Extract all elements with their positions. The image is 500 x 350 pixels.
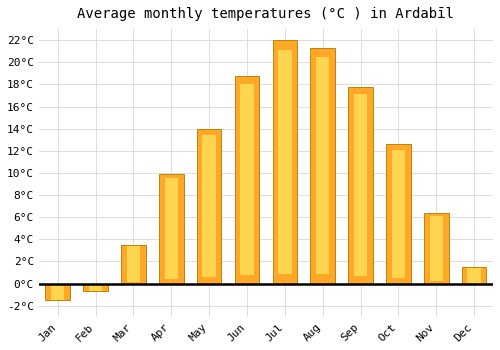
- Bar: [430, 216, 443, 281]
- Bar: [354, 94, 368, 276]
- Bar: [159, 174, 184, 284]
- Bar: [121, 245, 146, 284]
- Bar: [46, 284, 70, 300]
- Bar: [202, 135, 216, 278]
- Bar: [234, 76, 260, 284]
- Title: Average monthly temperatures (°C ) in Ardabīl: Average monthly temperatures (°C ) in Ar…: [78, 7, 454, 21]
- Bar: [392, 150, 405, 278]
- Bar: [278, 50, 291, 274]
- Bar: [462, 267, 486, 284]
- Bar: [240, 84, 254, 275]
- Bar: [164, 178, 178, 279]
- Bar: [51, 285, 64, 300]
- Bar: [272, 40, 297, 284]
- Bar: [89, 284, 102, 291]
- Bar: [126, 246, 140, 282]
- Bar: [84, 284, 108, 291]
- Bar: [197, 129, 222, 284]
- Bar: [468, 268, 481, 283]
- Bar: [310, 48, 335, 284]
- Bar: [386, 144, 410, 284]
- Bar: [348, 86, 373, 284]
- Bar: [316, 57, 330, 274]
- Bar: [424, 213, 448, 284]
